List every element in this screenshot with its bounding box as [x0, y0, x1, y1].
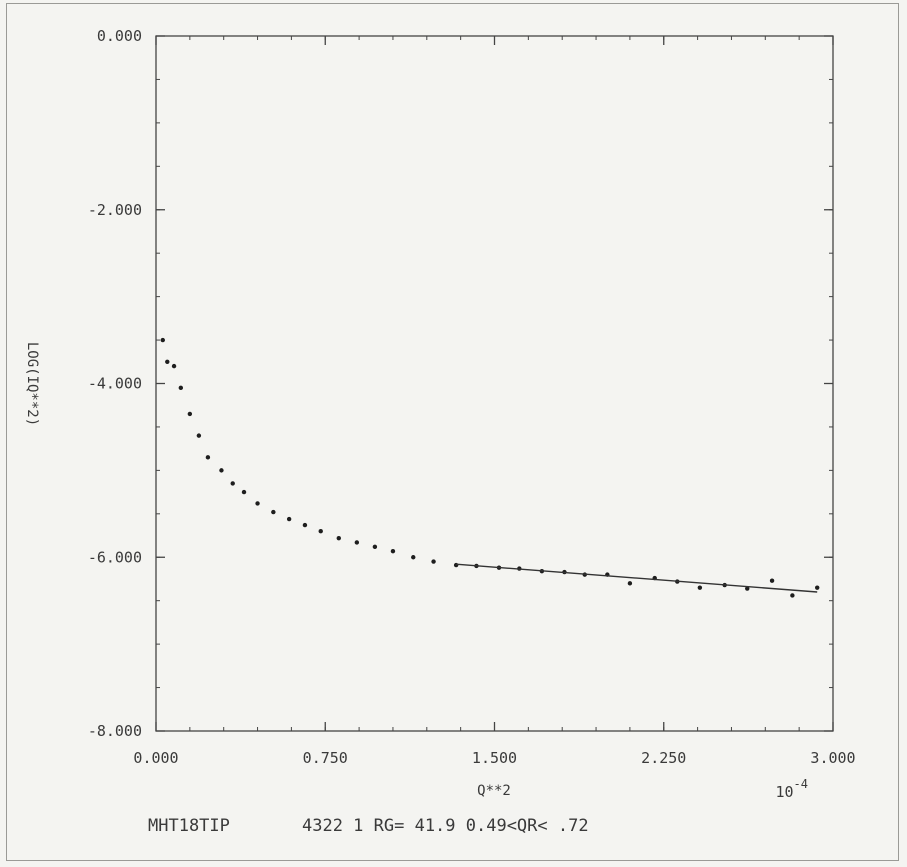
data-point [318, 528, 323, 534]
y-tick-label: 0.000 [97, 27, 142, 45]
x-tick-label: 3.000 [810, 749, 855, 767]
data-point [205, 455, 211, 460]
data-point [453, 562, 459, 568]
data-point [336, 535, 341, 541]
data-point [354, 540, 360, 545]
data-point [178, 385, 184, 391]
x-tick-label: 2.250 [641, 749, 686, 767]
data-point [187, 411, 193, 417]
y-tick-label: -2.000 [88, 201, 142, 219]
data-point [815, 585, 820, 590]
x-multiplier-base: 10 [775, 783, 793, 801]
y-tick-label: -4.000 [88, 375, 142, 393]
data-point [390, 548, 396, 554]
plot-area [155, 35, 834, 732]
caption-sample: MHT18TIP [148, 816, 230, 836]
x-tick-label: 1.500 [472, 749, 517, 767]
data-point [431, 559, 436, 564]
caption-details: 4322 1 RG= 41.9 0.49<QR< .72 [302, 816, 589, 836]
x-tick-label: 0.000 [133, 749, 178, 767]
data-point [230, 481, 235, 486]
data-point [219, 468, 224, 473]
data-point [271, 509, 276, 515]
x-axis-multiplier: 10-4 [775, 777, 808, 801]
data-point [241, 489, 247, 495]
data-point [769, 578, 775, 583]
y-axis-title: LOG(IQ**2) [24, 342, 40, 426]
data-point [411, 555, 416, 560]
data-point [255, 501, 260, 506]
x-axis-title: Q**2 [477, 783, 511, 799]
data-point [372, 544, 378, 550]
data-point [196, 433, 202, 438]
plot-frame [6, 3, 899, 861]
data-point [790, 593, 795, 598]
data-point [286, 516, 292, 522]
y-tick-label: -6.000 [88, 548, 142, 566]
data-point [160, 337, 165, 343]
data-point [302, 522, 308, 528]
data-point [745, 586, 750, 591]
data-point [165, 359, 170, 364]
fit-line [456, 563, 818, 593]
data-point [697, 585, 703, 590]
data-point [171, 363, 177, 369]
x-tick-label: 0.750 [303, 749, 348, 767]
y-tick-label: -8.000 [88, 722, 142, 740]
x-multiplier-exponent: -4 [794, 777, 808, 791]
data-point [627, 581, 633, 586]
